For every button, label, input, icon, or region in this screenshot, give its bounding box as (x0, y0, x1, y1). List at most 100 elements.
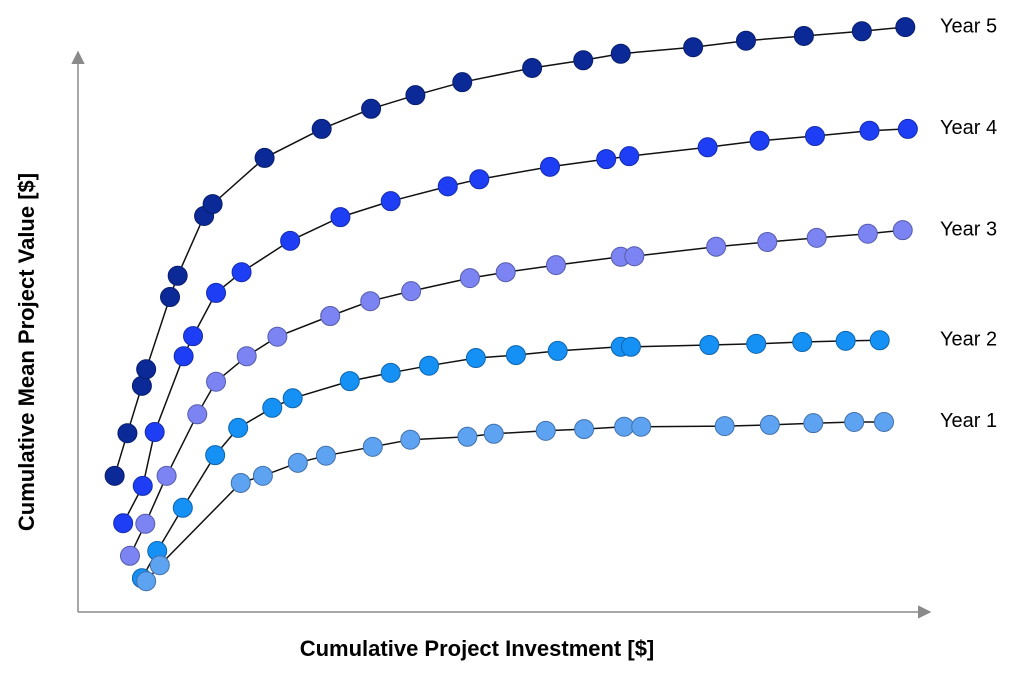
data-point (401, 281, 422, 302)
data-point (135, 513, 156, 534)
data-point (459, 268, 480, 289)
data-point (624, 246, 645, 267)
data-point (596, 149, 617, 170)
data-point (714, 416, 735, 437)
data-point (136, 359, 157, 380)
data-point (857, 223, 878, 244)
data-point (547, 340, 568, 361)
data-point (156, 465, 177, 486)
data-point (437, 176, 458, 197)
data-point (183, 326, 204, 347)
data-point (287, 452, 308, 473)
data-point (132, 475, 153, 496)
data-point (206, 282, 227, 303)
data-point (573, 50, 594, 71)
data-point (759, 414, 780, 435)
data-point (495, 262, 516, 283)
data-point (267, 326, 288, 347)
data-point (483, 423, 504, 444)
data-point (254, 147, 275, 168)
data-point (117, 423, 138, 444)
series-label: Year 4 (940, 117, 997, 139)
data-point (380, 362, 401, 383)
data-point (614, 416, 635, 437)
data-point (457, 426, 478, 447)
data-point (230, 472, 251, 493)
series-line (145, 421, 884, 582)
data-point (252, 465, 273, 486)
data-point (206, 371, 227, 392)
data-point (697, 137, 718, 158)
data-point (231, 262, 252, 283)
data-point (262, 397, 283, 418)
data-point (757, 232, 778, 252)
data-point (545, 255, 566, 276)
data-point (160, 287, 181, 308)
data-point (610, 43, 631, 64)
data-point (131, 375, 152, 396)
data-point (735, 30, 756, 51)
series-line (141, 339, 880, 579)
data-point (793, 25, 814, 46)
data-point (419, 355, 440, 376)
data-point (620, 336, 641, 357)
data-point (803, 413, 824, 434)
series-line (113, 26, 906, 477)
data-point (892, 220, 913, 241)
data-point (400, 429, 421, 450)
data-point (631, 416, 652, 437)
data-point (173, 346, 194, 367)
data-point (187, 404, 208, 425)
data-point (311, 118, 332, 139)
data-point (205, 445, 226, 466)
data-point (522, 57, 543, 78)
data-point (851, 21, 872, 42)
data-point (228, 417, 249, 438)
data-point (844, 411, 865, 432)
series-label: Year 1 (940, 410, 997, 432)
data-point (361, 98, 382, 119)
data-point (469, 169, 490, 190)
data-point (280, 230, 301, 251)
data-point (136, 571, 157, 592)
y-axis-label: Cumulative Mean Project Value [$] (14, 173, 39, 531)
data-point (320, 306, 341, 326)
data-point (873, 411, 894, 432)
data-point (895, 17, 916, 38)
data-point (835, 330, 856, 351)
data-point (792, 332, 813, 353)
data-point (144, 422, 165, 443)
data-point (746, 333, 767, 354)
series-label: Year 2 (940, 329, 997, 351)
data-point (706, 236, 727, 257)
data-point (535, 420, 556, 441)
data-point (452, 72, 473, 93)
data-point (149, 555, 170, 576)
data-point (897, 118, 918, 139)
series-line (122, 128, 908, 524)
data-point (699, 335, 720, 356)
data-point (236, 346, 257, 367)
data-point (505, 345, 526, 366)
data-point (315, 445, 336, 466)
data-point (380, 191, 401, 212)
data-point (869, 330, 890, 351)
data-point (330, 207, 351, 228)
data-point (683, 37, 704, 58)
series-label: Year 5 (940, 15, 997, 37)
data-point (465, 348, 486, 369)
data-point (362, 436, 383, 457)
data-point (104, 465, 125, 486)
data-point (806, 227, 827, 248)
x-axis-label: Cumulative Project Investment [$] (300, 636, 655, 661)
data-point (405, 85, 426, 106)
data-point (172, 497, 193, 518)
data-point (749, 130, 770, 151)
data-point (202, 194, 223, 215)
data-point (119, 545, 140, 566)
data-point (282, 388, 303, 409)
data-point (167, 265, 188, 286)
data-point (339, 371, 360, 392)
data-point (360, 291, 381, 312)
